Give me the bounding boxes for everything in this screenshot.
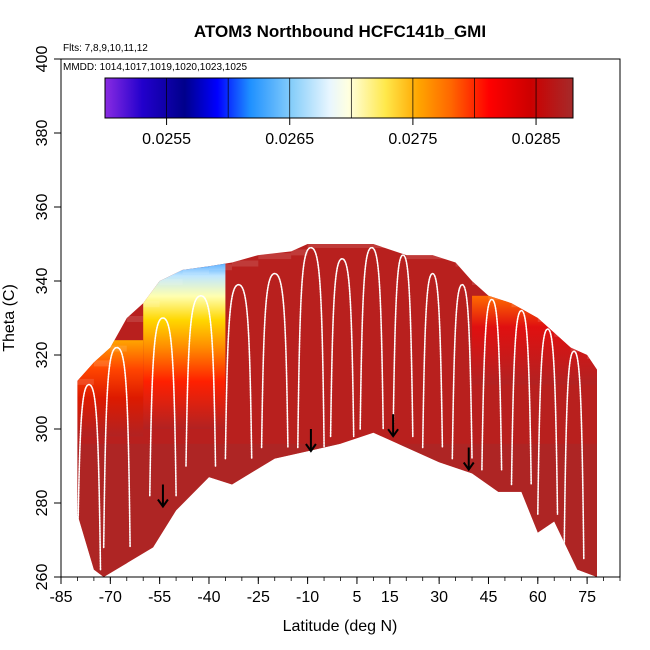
flights-note: Flts: 7,8,9,10,11,12 [63, 43, 148, 54]
y-tick-label: 260 [34, 564, 51, 591]
edge-block [373, 244, 407, 248]
y-axis-label: Theta (C) [1, 284, 18, 352]
y-axis: 260 280 300 320 340 360 380 400 [34, 46, 61, 591]
x-axis: -85 -70 -55 -40 -25 -10 5 15 30 45 60 75 [49, 577, 621, 606]
y-tick-label: 340 [34, 268, 51, 295]
chart-title: ATOM3 Northbound HCFC141b_GMI [194, 22, 486, 41]
colorbar-tick-label: 0.0265 [265, 131, 314, 148]
edge-block [143, 301, 160, 308]
lower-band [77, 443, 597, 577]
y-tick-label: 280 [34, 490, 51, 517]
edge-block [182, 267, 209, 274]
x-tick-label: -70 [99, 589, 122, 606]
edge-block [93, 360, 111, 367]
flight-profile [451, 283, 473, 460]
gradient-zone [143, 258, 226, 429]
x-tick-label: -55 [148, 589, 171, 606]
arrow-marker [157, 484, 169, 509]
flight-profile [260, 272, 289, 449]
arrow-head [387, 428, 399, 438]
edge-block [208, 264, 232, 271]
edge-block [511, 301, 538, 308]
arrow-head [305, 443, 317, 453]
x-tick-label: 5 [352, 589, 361, 606]
edge-block [231, 260, 259, 267]
x-tick-label: 60 [529, 589, 547, 606]
colorbar-tick-label: 0.0285 [512, 131, 561, 148]
x-tick-label: 45 [480, 589, 498, 606]
y-tick-label: 320 [34, 342, 51, 369]
flight-profile [149, 317, 177, 497]
flight-profile [537, 328, 559, 515]
edge-block [406, 253, 433, 260]
flight-profile [510, 309, 532, 486]
flight-profile [224, 283, 253, 460]
arrow-head [462, 461, 475, 472]
flight-profile [102, 346, 131, 549]
arrow-marker [387, 414, 399, 438]
colorbar-tick-label: 0.0255 [142, 131, 191, 148]
x-tick-label: 30 [430, 589, 448, 606]
x-tick-label: 15 [381, 589, 399, 606]
x-tick-label: 75 [578, 589, 596, 606]
flight-profile [77, 383, 102, 571]
edge-block [340, 244, 374, 248]
gradient-zone [77, 340, 144, 437]
edge-block [77, 378, 94, 385]
x-tick-label: -85 [49, 589, 72, 606]
x-tick-label: -10 [296, 589, 319, 606]
flight-profile [329, 257, 355, 438]
x-axis-label: Latitude (deg N) [283, 618, 398, 635]
edge-block [554, 330, 571, 337]
edge-block [472, 279, 489, 285]
flight-profile [185, 294, 217, 467]
colorbar: 0.0255 0.0265 0.0275 0.0285 [104, 77, 574, 148]
edge-block [587, 353, 597, 359]
flight-profile [359, 246, 384, 430]
flight-profile [297, 246, 325, 449]
x-tick-label: -40 [197, 589, 220, 606]
edge-block [307, 244, 341, 248]
edge-block [126, 316, 144, 322]
arrow-marker [462, 447, 475, 472]
edge-block [291, 249, 308, 256]
y-tick-label: 360 [34, 194, 51, 221]
edge-block [432, 253, 456, 260]
edge-block [455, 260, 473, 267]
colorbar-gradient [104, 77, 574, 119]
flight-profile [392, 254, 414, 438]
flight-profile [563, 350, 585, 560]
x-tick-label: -25 [247, 589, 270, 606]
dates-note: MMDD: 1014,1017,1019,1020,1023,1025 [63, 62, 247, 73]
y-tick-label: 400 [34, 46, 51, 73]
flight-profile [481, 298, 503, 471]
y-tick-label: 300 [34, 416, 51, 443]
flight-profile [421, 272, 444, 449]
edge-block [258, 253, 292, 260]
edge-block [537, 316, 555, 322]
colorbar-tick-label: 0.0275 [388, 131, 437, 148]
arrow-marker [305, 429, 317, 453]
arrow-head [157, 498, 169, 509]
y-tick-label: 380 [34, 120, 51, 147]
edge-block [159, 279, 183, 285]
